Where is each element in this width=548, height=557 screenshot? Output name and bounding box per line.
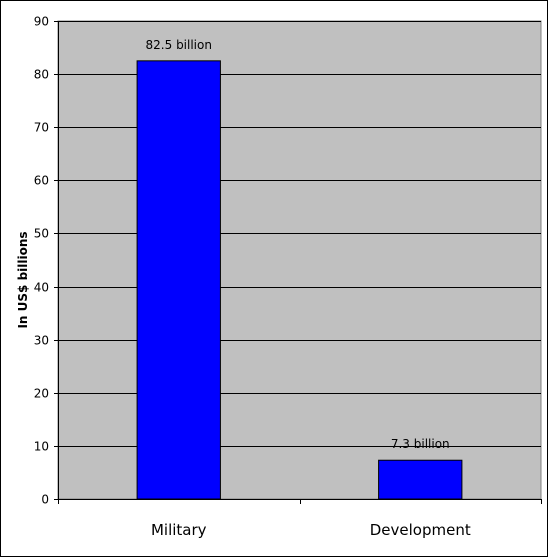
bar-military (136, 60, 221, 500)
y-tick-label: 90 (34, 15, 49, 29)
bars (136, 60, 463, 500)
data-label: 82.5 billion (146, 38, 212, 52)
data-label: 7.3 billion (391, 437, 450, 451)
y-tick-label: 60 (34, 174, 49, 188)
y-tick-label: 30 (34, 334, 49, 348)
data-labels: 82.5 billion 7.3 billion (146, 38, 450, 451)
plot-area (57, 20, 542, 500)
axes (58, 21, 541, 500)
y-tick-label: 20 (34, 387, 49, 401)
x-axis-ticks: Military Development (58, 499, 542, 539)
y-tick-label: 10 (34, 440, 49, 454)
y-tick-label: 80 (34, 68, 49, 82)
y-axis-ticks: 0 10 20 30 40 50 60 70 80 90 (34, 15, 58, 507)
x-category-label: Development (370, 521, 471, 539)
y-tick-label: 40 (34, 281, 49, 295)
y-tick-label: 0 (41, 493, 49, 507)
bar-development (378, 459, 463, 500)
y-tick-label: 70 (34, 121, 49, 135)
y-tick-label: 50 (34, 227, 49, 241)
x-category-label: Military (151, 521, 207, 539)
y-axis-title: In US$ billions (16, 231, 30, 328)
